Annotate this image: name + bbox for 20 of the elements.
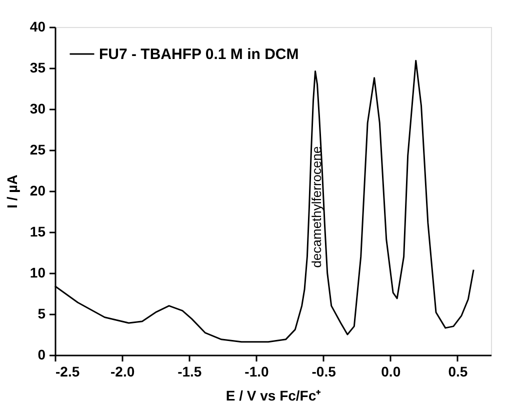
x-tick-label: -1.5 bbox=[178, 364, 202, 380]
y-tick-label: 30 bbox=[30, 100, 46, 116]
y-tick-label: 20 bbox=[30, 182, 46, 198]
x-tick-label: 0.0 bbox=[381, 364, 401, 380]
x-axis-title: E / V vs Fc/Fc⁺ bbox=[226, 388, 322, 404]
x-tick-label: -0.5 bbox=[312, 364, 336, 380]
legend-label: FU7 - TBAHFP 0.1 M in DCM bbox=[99, 46, 299, 63]
x-tick-label: 0.5 bbox=[448, 364, 468, 380]
annotation: decamethylferrocene bbox=[309, 146, 324, 268]
y-tick-label: 25 bbox=[30, 142, 46, 158]
x-tick-label: -1.0 bbox=[244, 364, 270, 380]
y-tick-label: 10 bbox=[30, 264, 46, 280]
y-axis-title: I / µA bbox=[4, 174, 20, 208]
x-tick-label: -2.5 bbox=[56, 364, 80, 380]
y-tick-label: 15 bbox=[30, 224, 46, 240]
y-tick-label: 40 bbox=[30, 18, 46, 34]
y-tick-label: 0 bbox=[38, 346, 46, 362]
y-tick-label: 5 bbox=[38, 306, 46, 322]
y-tick-label: 35 bbox=[30, 60, 46, 76]
x-tick-label: -2.0 bbox=[110, 364, 135, 380]
